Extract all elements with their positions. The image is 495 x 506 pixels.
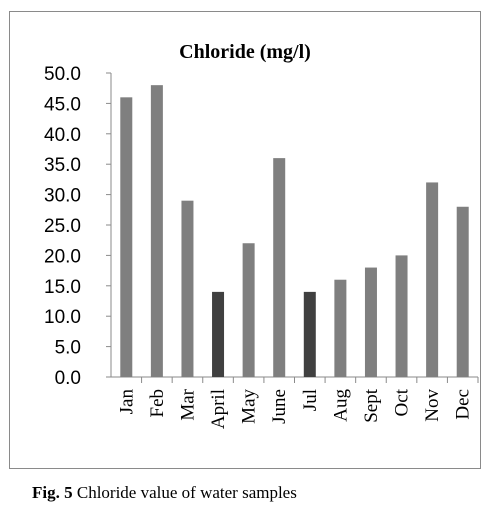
x-tick-label: Feb: [147, 389, 168, 418]
bar-april: [212, 291, 225, 377]
x-tick-label: Oct: [392, 388, 413, 416]
chart-frame: Chloride (mg/l) 0.0 5.0 10.0 15.0 20.0 25.0 30…: [9, 11, 481, 469]
bar-june: [273, 158, 286, 377]
bar-nov: [426, 182, 439, 377]
y-tick-label: 50.0: [44, 64, 81, 85]
x-tick-label: Aug: [330, 389, 351, 422]
bar-sept: [364, 267, 377, 377]
bar-may: [242, 243, 255, 377]
y-tick-label: 5.0: [55, 338, 81, 359]
bar-feb: [150, 85, 163, 377]
bar-oct: [395, 255, 408, 377]
x-tick-label: May: [239, 389, 260, 424]
y-tick-label: 10.0: [44, 307, 81, 328]
bar-jan: [120, 97, 133, 377]
y-tick-label: 15.0: [44, 277, 81, 298]
caption-text: Chloride value of water samples: [76, 483, 297, 502]
x-tick-label: Jul: [300, 389, 321, 411]
y-tick-label: 0.0: [55, 368, 81, 389]
y-tick-label: 45.0: [44, 94, 81, 115]
x-tick-label: April: [208, 389, 229, 429]
bar-mar: [181, 200, 194, 377]
x-tick-label: Nov: [422, 389, 443, 422]
chart-title: Chloride (mg/l): [179, 41, 311, 63]
bar-dec: [456, 206, 469, 377]
y-tick-label: 40.0: [44, 125, 81, 146]
x-tick-label: Mar: [177, 388, 198, 420]
y-tick-label: 20.0: [44, 246, 81, 267]
y-tick-label: 25.0: [44, 216, 81, 237]
figure-caption: Fig. 5 Chloride value of water samples: [32, 483, 297, 503]
bar-aug: [334, 279, 347, 377]
y-tick-label: 30.0: [44, 186, 81, 207]
x-tick-label: Jan: [116, 389, 137, 415]
x-tick-label: Dec: [453, 389, 474, 420]
y-tick-label: 35.0: [44, 155, 81, 176]
caption-label: Fig. 5: [32, 483, 73, 502]
bar-jul: [303, 291, 316, 377]
x-tick-label: Sept: [361, 388, 382, 423]
chloride-bar-chart: Chloride (mg/l) 0.0 5.0 10.0 15.0 20.0 25.0 30…: [44, 41, 479, 429]
x-tick-label: June: [269, 389, 290, 424]
